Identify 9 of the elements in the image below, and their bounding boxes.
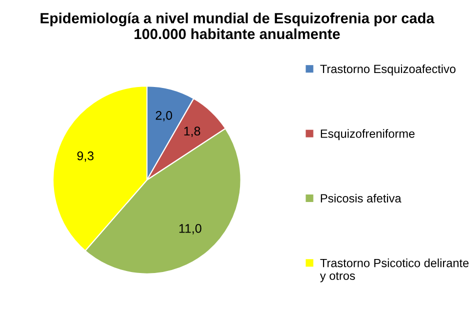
data-label: 9,3 (77, 151, 94, 162)
legend-label: Trastorno Esquizoafectivo (320, 64, 456, 76)
legend-label: Esquizofreniforme (320, 129, 415, 140)
data-label: 11,0 (179, 224, 202, 234)
legend-label: Trastorno Psicotico delirante y otros (320, 258, 469, 282)
chart-title: Epidemiología a nivel mundial de Esquizofrenia por cada 100.000 habitante anualmente (40, 12, 434, 40)
data-label: 2,0 (156, 110, 172, 122)
legend-label: Psicosis afetiva (320, 194, 402, 203)
data-label: 1,8 (184, 126, 200, 137)
